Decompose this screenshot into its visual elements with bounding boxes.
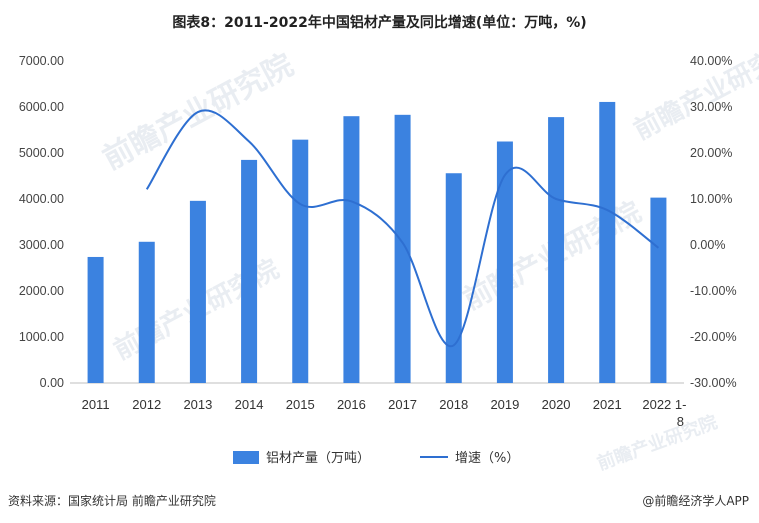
x-tick-label: 2013 xyxy=(183,397,212,412)
y-left-tick-label: 3000.00 xyxy=(19,238,64,252)
bar-2011 xyxy=(87,256,104,383)
y-left-tick-label: 0.00 xyxy=(40,376,64,390)
y-axis-left: 0.00 1000.00 2000.00 3000.00 4000.00 5000.00 6… xyxy=(19,54,64,390)
y-left-tick-label: 4000.00 xyxy=(19,192,64,206)
y-right-tick-label: -20.00% xyxy=(690,330,737,344)
legend-label-line: 增速（%） xyxy=(455,451,519,466)
y-left-tick-label: 7000.00 xyxy=(19,54,64,68)
x-tick-label: 2022 1- 8 xyxy=(642,397,686,429)
bar-series xyxy=(87,101,667,384)
growth-line xyxy=(145,109,660,348)
y-right-tick-label: 30.00% xyxy=(690,100,732,114)
bar-2015 xyxy=(292,139,309,383)
bar-2022 1-8 xyxy=(650,197,667,383)
y-right-tick-label: 40.00% xyxy=(690,54,732,68)
bar-2019 xyxy=(496,141,513,383)
bar-2016 xyxy=(343,116,360,383)
x-tick-label: 2016 xyxy=(337,397,366,412)
x-tick-label: 2012 xyxy=(132,397,161,412)
x-tick-label: 2021 xyxy=(593,397,622,412)
watermark-text: 前瞻产业研究院 xyxy=(594,411,720,475)
bar-2017 xyxy=(394,114,411,383)
x-tick-label: 2017 xyxy=(388,397,417,412)
source-note: 资料来源：国家统计局 前瞻产业研究院 xyxy=(8,494,216,508)
bar-2018 xyxy=(445,173,462,383)
x-tick-label: 2018 xyxy=(439,397,468,412)
x-tick-label: 2015 xyxy=(286,397,315,412)
chart-title: 图表8：2011-2022年中国铝材产量及同比增速(单位：万吨，%) xyxy=(172,15,587,31)
line-series xyxy=(145,109,660,348)
legend-label-bar: 铝材产量（万吨） xyxy=(266,451,370,466)
bar-2020 xyxy=(548,117,565,384)
y-right-tick-label: 10.00% xyxy=(690,192,732,206)
y-right-tick-label: 20.00% xyxy=(690,146,732,160)
bar-2013 xyxy=(189,200,206,383)
x-tick-label: 2011 xyxy=(82,397,110,412)
y-right-tick-label: -10.00% xyxy=(690,284,737,298)
bar-2012 xyxy=(138,241,155,383)
y-left-tick-label: 2000.00 xyxy=(19,284,64,298)
x-tick-label: 2019 xyxy=(490,397,519,412)
legend-swatch-bar xyxy=(233,451,259,464)
watermark-text: 前瞻产业研究院 xyxy=(629,33,759,146)
y-left-tick-label: 6000.00 xyxy=(19,100,64,114)
x-tick-label: 2014 xyxy=(235,397,264,412)
y-left-tick-label: 1000.00 xyxy=(19,330,64,344)
x-axis: 2011 2012 2013 2014 2015 2016 2017 2018 2019 2020… xyxy=(82,397,687,429)
x-tick-label: 2020 xyxy=(542,397,571,412)
y-right-tick-label: 0.00% xyxy=(690,238,725,252)
y-axis-right: -30.00% -20.00% -10.00% 0.00% 10.00% 20.00% 30… xyxy=(690,54,737,390)
bar-2021 xyxy=(599,101,616,383)
legend: 铝材产量（万吨） 增速（%） xyxy=(233,451,519,466)
bar-2014 xyxy=(241,159,258,383)
x-tick-line: 8 xyxy=(677,414,684,429)
x-tick-line: 2022 1- xyxy=(642,397,686,412)
y-right-tick-label: -30.00% xyxy=(690,376,737,390)
brand-credit: @前瞻经济学人APP xyxy=(642,494,749,508)
y-left-tick-label: 5000.00 xyxy=(19,146,64,160)
